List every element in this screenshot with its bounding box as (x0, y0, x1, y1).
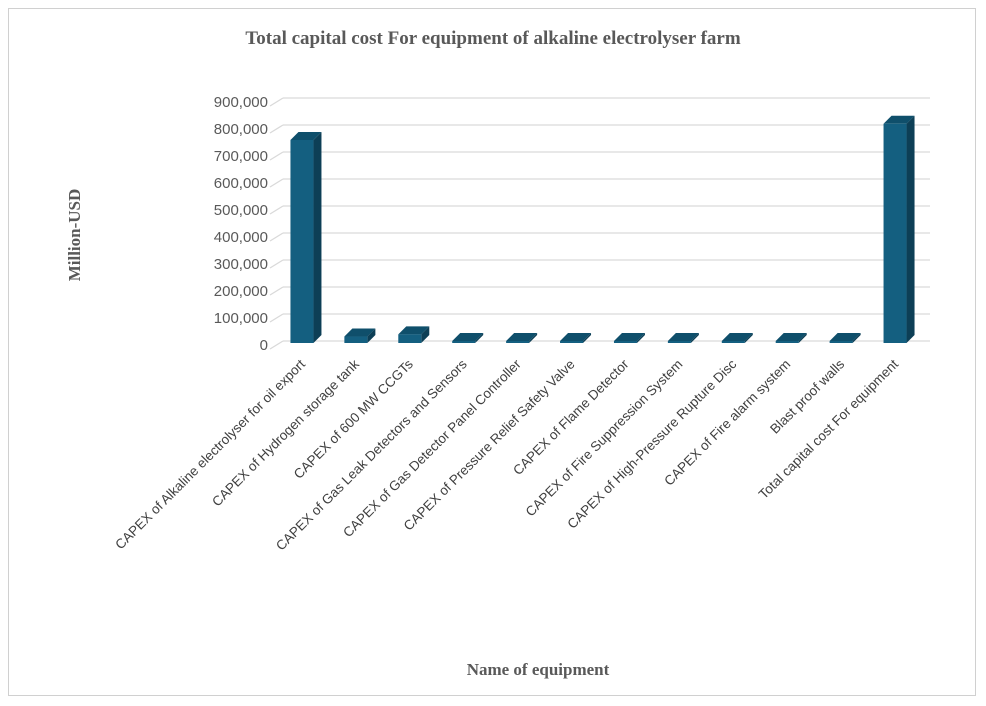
bar-top (721, 333, 753, 341)
grid-diagonal (269, 286, 284, 296)
grid-diagonal (269, 124, 284, 134)
bar-top (452, 333, 484, 341)
bar (290, 139, 314, 343)
bar (452, 341, 476, 343)
bar (667, 341, 691, 343)
y-tick-label: 600,000 (214, 175, 268, 192)
bar-side (421, 326, 430, 343)
bar-side (583, 333, 592, 343)
bar-top (775, 333, 807, 341)
grid-diagonal (269, 178, 284, 188)
bar-side (744, 333, 753, 343)
bar (721, 341, 745, 343)
bar-side (906, 115, 915, 343)
bar-side (636, 333, 645, 343)
bar-top (613, 333, 645, 341)
y-tick-label: 900,000 (214, 94, 268, 111)
grid-diagonal (269, 313, 284, 323)
x-axis-label: Name of equipment (466, 660, 610, 679)
bar (344, 336, 368, 343)
bar-top (344, 328, 376, 337)
bar (829, 341, 853, 343)
bar-side (690, 333, 699, 343)
y-tick-label: 800,000 (214, 121, 268, 138)
grid-diagonal (269, 259, 284, 269)
bar-side (475, 333, 484, 343)
bar-side (852, 333, 861, 343)
bar-top (667, 333, 699, 341)
y-tick-label: 0 (260, 337, 268, 354)
bar-top (560, 333, 592, 341)
bar-top (829, 333, 861, 341)
bar (775, 341, 799, 343)
bar-side (798, 333, 807, 343)
bar-top (290, 131, 322, 140)
bar (398, 334, 422, 343)
bar (560, 341, 584, 343)
grid-diagonal (269, 151, 284, 161)
bar-top (883, 115, 915, 124)
grid-diagonal (269, 232, 284, 242)
y-tick-label: 200,000 (214, 283, 268, 300)
bar-side (529, 333, 538, 343)
x-category-label: CAPEX of Gas Leak Detectors and Sensors (273, 356, 470, 553)
chart-frame (8, 8, 976, 696)
grid-diagonal (269, 205, 284, 215)
bar-side (313, 131, 322, 343)
bar (883, 123, 907, 343)
chart-title: Total capital cost For equipment of alka… (245, 28, 741, 49)
y-tick-label: 100,000 (214, 310, 268, 327)
grid-diagonal (269, 340, 284, 350)
bar-side (367, 328, 376, 343)
y-tick-label: 400,000 (214, 229, 268, 246)
y-tick-label: 300,000 (214, 256, 268, 273)
x-category-label: CAPEX of Alkaline electrolyser for oil e… (112, 356, 308, 552)
y-tick-label: 700,000 (214, 148, 268, 165)
bar (506, 341, 530, 343)
bar-top (506, 333, 538, 341)
bar (613, 341, 637, 343)
grid-diagonal (269, 97, 284, 107)
bar-top (398, 326, 430, 335)
y-tick-label: 500,000 (214, 202, 268, 219)
